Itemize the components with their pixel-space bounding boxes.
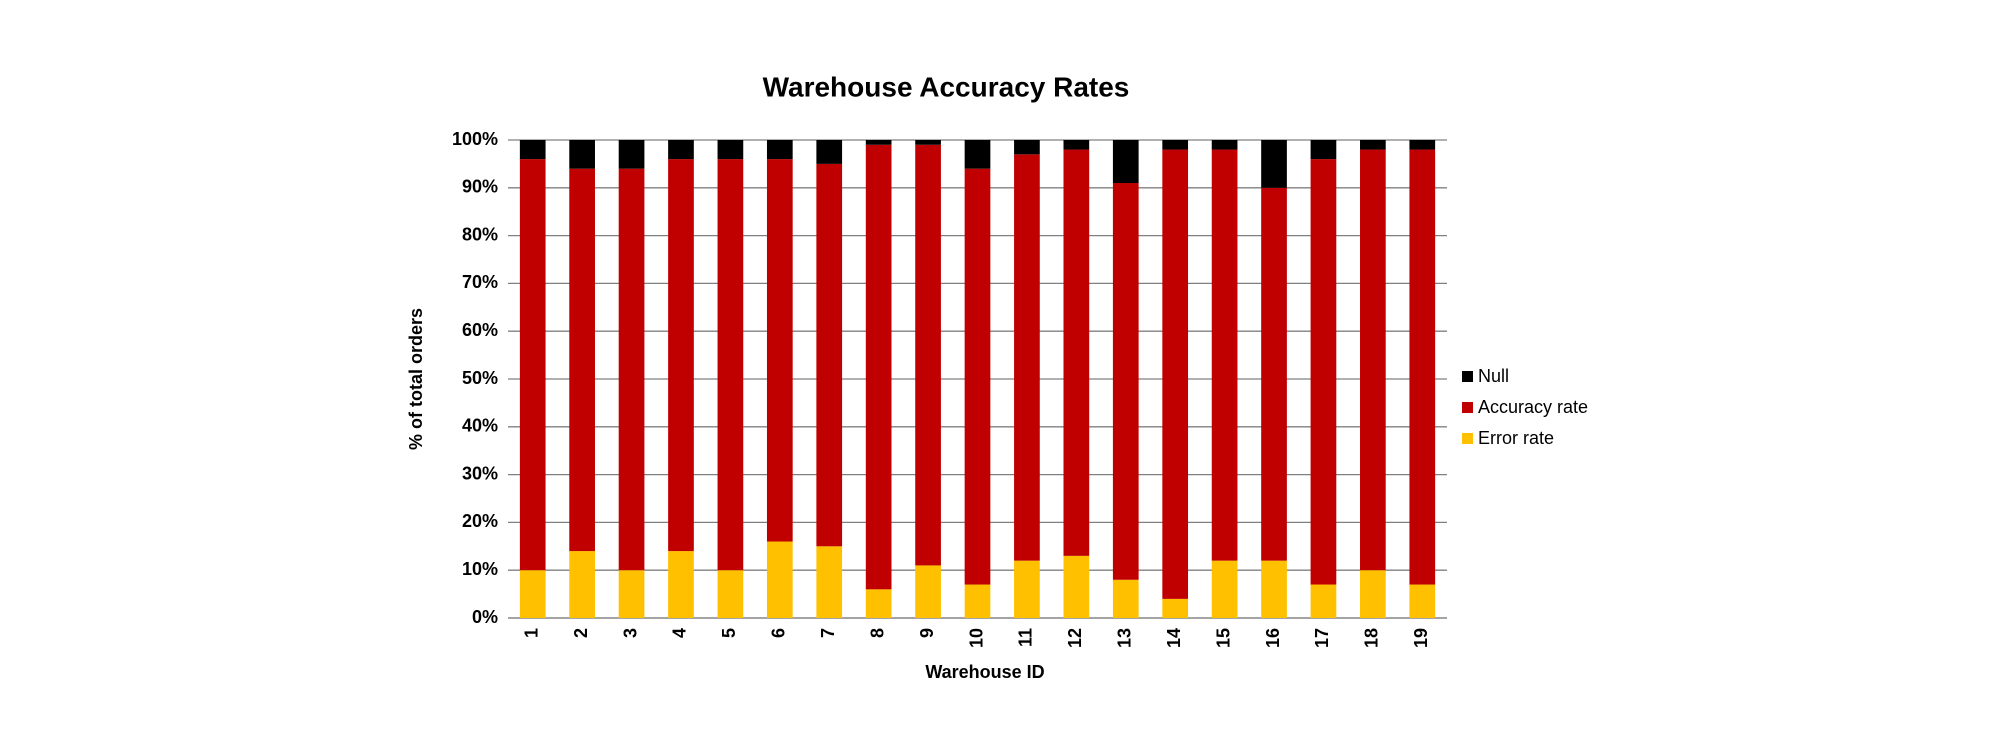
bar-segment [668, 140, 694, 160]
bar-segment [717, 140, 744, 160]
bar-segment [519, 570, 546, 618]
bar-segment [865, 140, 892, 145]
bar-segment [915, 140, 941, 145]
bar-segment [1162, 598, 1189, 618]
y-tick-label: 100% [452, 129, 498, 149]
x-tick-label: 12 [1065, 628, 1085, 648]
bar-segment [1211, 149, 1238, 561]
bar-segment [569, 551, 595, 618]
x-tick-label: 13 [1115, 628, 1135, 648]
bar-segment [964, 168, 991, 585]
bar-segment [1112, 183, 1139, 580]
bar-segment [1360, 570, 1386, 618]
x-tick-label: 17 [1312, 628, 1332, 648]
legend-label: Accuracy rate [1478, 397, 1588, 417]
bar-segment [964, 584, 991, 618]
legend-label: Error rate [1478, 428, 1554, 448]
x-tick-label: 18 [1362, 628, 1382, 648]
x-tick-label: 15 [1213, 628, 1233, 648]
bar-segment [766, 140, 793, 160]
bar-segment [865, 144, 892, 590]
bar-segment [618, 168, 645, 571]
y-tick-label: 10% [462, 559, 498, 579]
bar-segment [717, 159, 744, 571]
bar-segment [964, 140, 991, 169]
y-tick-label: 40% [462, 416, 498, 436]
y-tick-label: 20% [462, 511, 498, 531]
bar-segment [816, 140, 843, 164]
y-tick-label: 30% [462, 463, 498, 483]
bar-segment [1360, 149, 1386, 571]
chart-title: Warehouse Accuracy Rates [763, 71, 1130, 102]
x-tick-label: 8 [867, 628, 887, 638]
legend-swatch [1462, 433, 1473, 444]
x-tick-label: 1 [521, 628, 541, 638]
bar-segment [1211, 140, 1238, 150]
x-tick-label: 19 [1411, 628, 1431, 648]
bar-segment [569, 168, 595, 552]
bar-segment [1014, 140, 1040, 155]
bar-segment [1360, 140, 1386, 150]
bar-segment [1310, 584, 1337, 618]
legend-swatch [1462, 402, 1473, 413]
bar-segment [668, 551, 694, 618]
x-tick-label: 3 [620, 628, 640, 638]
bar-segment [1112, 140, 1139, 184]
bar-segment [816, 163, 843, 547]
bar-segment [668, 159, 694, 552]
bar-segment [816, 546, 843, 618]
bar-segment [766, 159, 793, 542]
bar-segment [618, 570, 645, 618]
bar-segment [1310, 140, 1337, 160]
bar-segment [1063, 140, 1090, 150]
x-tick-label: 16 [1263, 628, 1283, 648]
legend-label: Null [1478, 366, 1509, 386]
x-tick-label: 2 [571, 628, 591, 638]
y-tick-label: 70% [462, 272, 498, 292]
x-tick-label: 6 [769, 628, 789, 638]
bar-segment [1063, 555, 1090, 618]
bar-segment [1014, 560, 1040, 618]
bar-segment [519, 159, 546, 571]
y-tick-label: 60% [462, 320, 498, 340]
bar-segment [766, 541, 793, 618]
y-axis-label: % of total orders [406, 308, 426, 450]
x-tick-label: 5 [719, 628, 739, 638]
x-tick-label: 9 [917, 628, 937, 638]
bar-segment [569, 140, 595, 169]
x-tick-label: 7 [818, 628, 838, 638]
bar-segment [717, 570, 744, 618]
bar-segment [915, 565, 941, 618]
legend-swatch [1462, 371, 1473, 382]
x-tick-label: 4 [670, 628, 690, 638]
bar-segment [1310, 159, 1337, 585]
x-tick-label: 11 [1016, 628, 1036, 647]
x-tick-label: 14 [1164, 628, 1184, 648]
bar-segment [1112, 579, 1139, 618]
bar-segment [865, 589, 892, 618]
bar-segment [1211, 560, 1238, 618]
bar-segment [1261, 140, 1287, 188]
bar-segment [1162, 149, 1189, 599]
bar-segment [1409, 140, 1436, 150]
bar-segment [519, 140, 546, 160]
bar-segment [1162, 140, 1189, 150]
bar-segment [1014, 154, 1040, 561]
bar-segment [915, 144, 941, 566]
y-tick-label: 80% [462, 224, 498, 244]
bar-segment [1261, 187, 1287, 561]
y-tick-label: 90% [462, 177, 498, 197]
bar-segment [1063, 149, 1090, 556]
y-tick-label: 0% [472, 607, 498, 627]
bar-segment [1261, 560, 1287, 618]
x-axis-label: Warehouse ID [925, 662, 1044, 682]
bar-segment [618, 140, 645, 169]
y-tick-label: 50% [462, 368, 498, 388]
x-tick-label: 10 [966, 628, 986, 648]
bar-segment [1409, 584, 1436, 618]
bar-segment [1409, 149, 1436, 585]
